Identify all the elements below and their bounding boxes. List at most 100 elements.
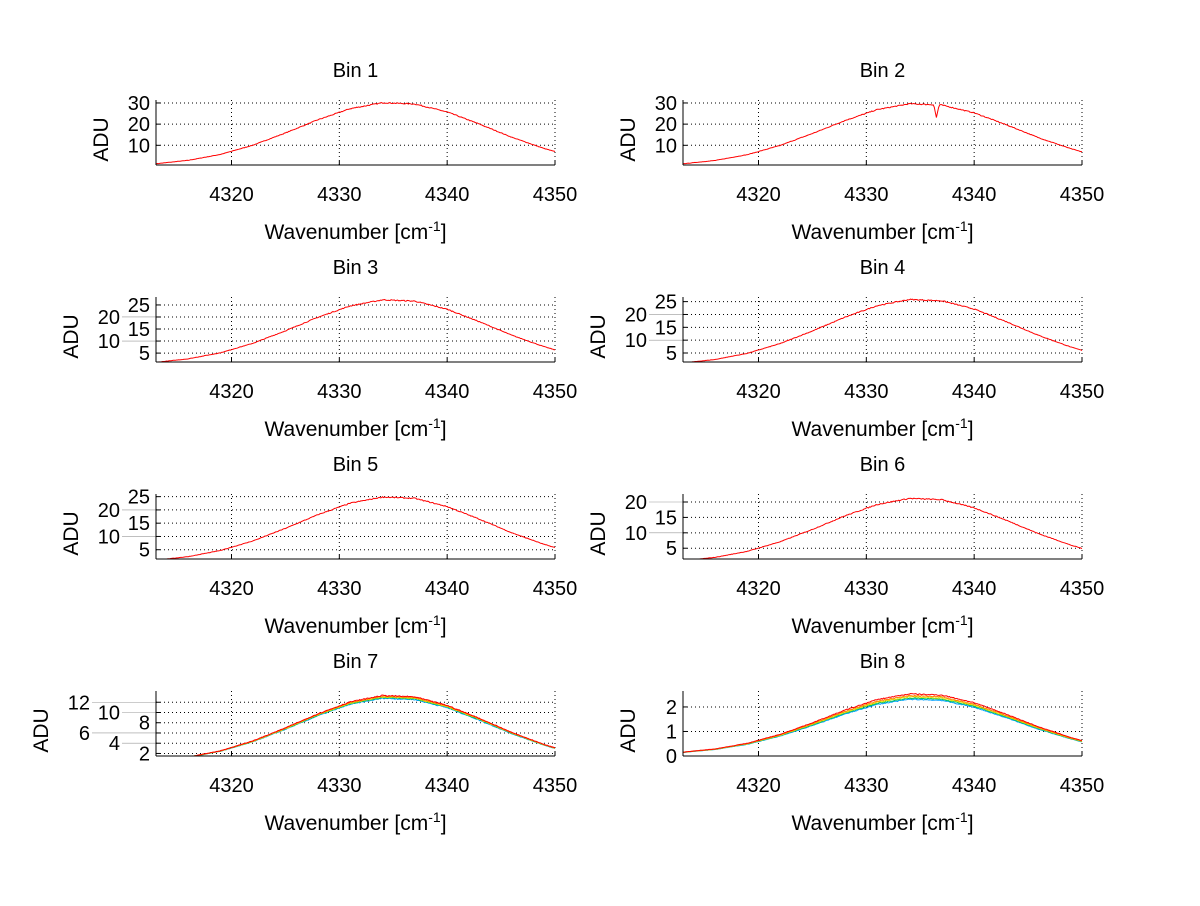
x-tick-label: 4320 [209,578,254,600]
subplot-bin-3: 4320 4330 4340 4350 5 10 15 20 25 Bin 3 Wavenumber… [60,257,577,441]
y-tick-label: 1 [666,721,677,743]
x-tick-label: 4320 [736,184,781,206]
y-axis-label: ADU [587,314,610,358]
y-axis-label: ADU [60,511,83,555]
x-axis-label-superscript: -1 [955,809,968,825]
x-tick-label: 4340 [425,381,470,403]
y-tick-label: 20 [655,114,677,136]
x-axis-label-superscript: -1 [955,612,968,628]
y-tick-label: 0 [666,746,677,768]
subplot-bin-8: 4320 4330 4340 4350 0 12 Bin 8 Wavenumber [cm-1… [617,651,1104,835]
x-tick-label: 4320 [209,775,254,797]
subplot-title: Bin 4 [860,257,906,279]
x-axis-label-superscript: -1 [428,218,441,234]
x-tick-label: 4340 [952,184,997,206]
x-tick-label: 4350 [533,184,578,206]
series-line [156,496,556,560]
x-tick-label: 4330 [317,381,362,403]
x-tick-label: 4340 [425,775,470,797]
x-axis-label-superscript: -1 [428,612,441,628]
subplot-title: Bin 6 [860,454,906,476]
series-line [155,101,556,165]
y-tick-label: 2 [139,743,150,765]
y-tick-label: 20 [128,114,150,136]
y-tick-label: 10 [98,331,120,353]
x-axis-label-text: Wavenumber [cm [791,221,955,244]
series-line [156,695,556,757]
x-tick-label: 4330 [844,775,889,797]
y-tick-label: 5 [139,540,150,562]
x-axis-label-end: ] [968,812,974,835]
subplot-bin-6: 4320 4330 4340 4350 5 10 15 20 Bin 6 Wavenumber [… [587,454,1104,638]
x-axis-label: Wavenumber [cm-1] [264,809,446,835]
subplot-title: Bin 8 [860,651,906,673]
y-tick-label: 5 [666,343,677,365]
x-axis-label-superscript: -1 [955,415,968,431]
y-tick-label: 4 [109,733,120,755]
x-axis-label-text: Wavenumber [cm [791,418,955,441]
series-line [683,497,1083,560]
x-axis-label-end: ] [441,221,447,244]
x-tick-label: 4330 [317,578,362,600]
series-line [683,298,1083,363]
y-tick-label: 15 [128,513,150,535]
y-tick-label: 25 [655,292,677,314]
y-tick-label: 10 [128,135,150,157]
x-axis-label-text: Wavenumber [cm [791,812,955,835]
x-axis-label-text: Wavenumber [cm [264,221,428,244]
y-axis-label: ADU [90,117,113,161]
series-line [156,696,556,757]
y-tick-label: 10 [625,523,647,545]
x-axis-label-end: ] [968,221,974,244]
series-line [683,692,1083,753]
x-axis-label-end: ] [441,418,447,441]
x-axis-label-superscript: -1 [955,218,968,234]
y-axis-label: ADU [30,708,53,752]
y-tick-label: 10 [655,135,677,157]
y-tick-label: 30 [655,93,677,115]
x-tick-label: 4340 [952,381,997,403]
subplot-bin-7: 4320 4330 4340 4350 246 8 10 12 Bin 7 Wavenumber … [30,651,577,835]
x-axis-label: Wavenumber [cm-1] [791,612,973,638]
x-tick-label: 4350 [533,775,578,797]
subplot-bin-4: 4320 4330 4340 4350 5 10 15 20 25 Bin 4 Wavenumber… [587,257,1104,441]
x-tick-label: 4350 [533,381,578,403]
x-tick-label: 4350 [1060,578,1105,600]
subplot-title: Bin 7 [333,651,379,673]
x-tick-label: 4340 [425,578,470,600]
y-tick-label: 10 [98,702,120,724]
x-tick-label: 4340 [952,775,997,797]
subplot-title: Bin 1 [333,60,379,82]
y-tick-label: 20 [625,492,647,514]
x-tick-label: 4350 [533,578,578,600]
x-axis-label: Wavenumber [cm-1] [791,415,973,441]
x-tick-label: 4330 [317,775,362,797]
x-axis-label: Wavenumber [cm-1] [264,415,446,441]
y-tick-label: 30 [128,93,150,115]
x-axis-label-superscript: -1 [428,809,441,825]
series-line [682,102,1083,165]
x-tick-label: 4320 [736,578,781,600]
y-axis-label: ADU [587,511,610,555]
series-line [156,298,555,363]
x-axis-label-text: Wavenumber [cm [264,812,428,835]
y-tick-label: 15 [655,507,677,529]
y-tick-label: 5 [139,343,150,365]
y-tick-label: 12 [68,692,90,714]
y-tick-label: 10 [625,330,647,352]
y-axis-label: ADU [617,117,640,161]
series-line [156,694,556,757]
x-tick-label: 4320 [209,184,254,206]
y-tick-label: 20 [98,500,120,522]
y-tick-label: 20 [625,304,647,326]
x-tick-label: 4330 [844,578,889,600]
y-tick-label: 5 [666,538,677,560]
x-axis-label-end: ] [968,418,974,441]
x-tick-label: 4340 [952,578,997,600]
x-axis-label-text: Wavenumber [cm [264,615,428,638]
y-axis-label: ADU [617,708,640,752]
subplot-title: Bin 3 [333,257,379,279]
